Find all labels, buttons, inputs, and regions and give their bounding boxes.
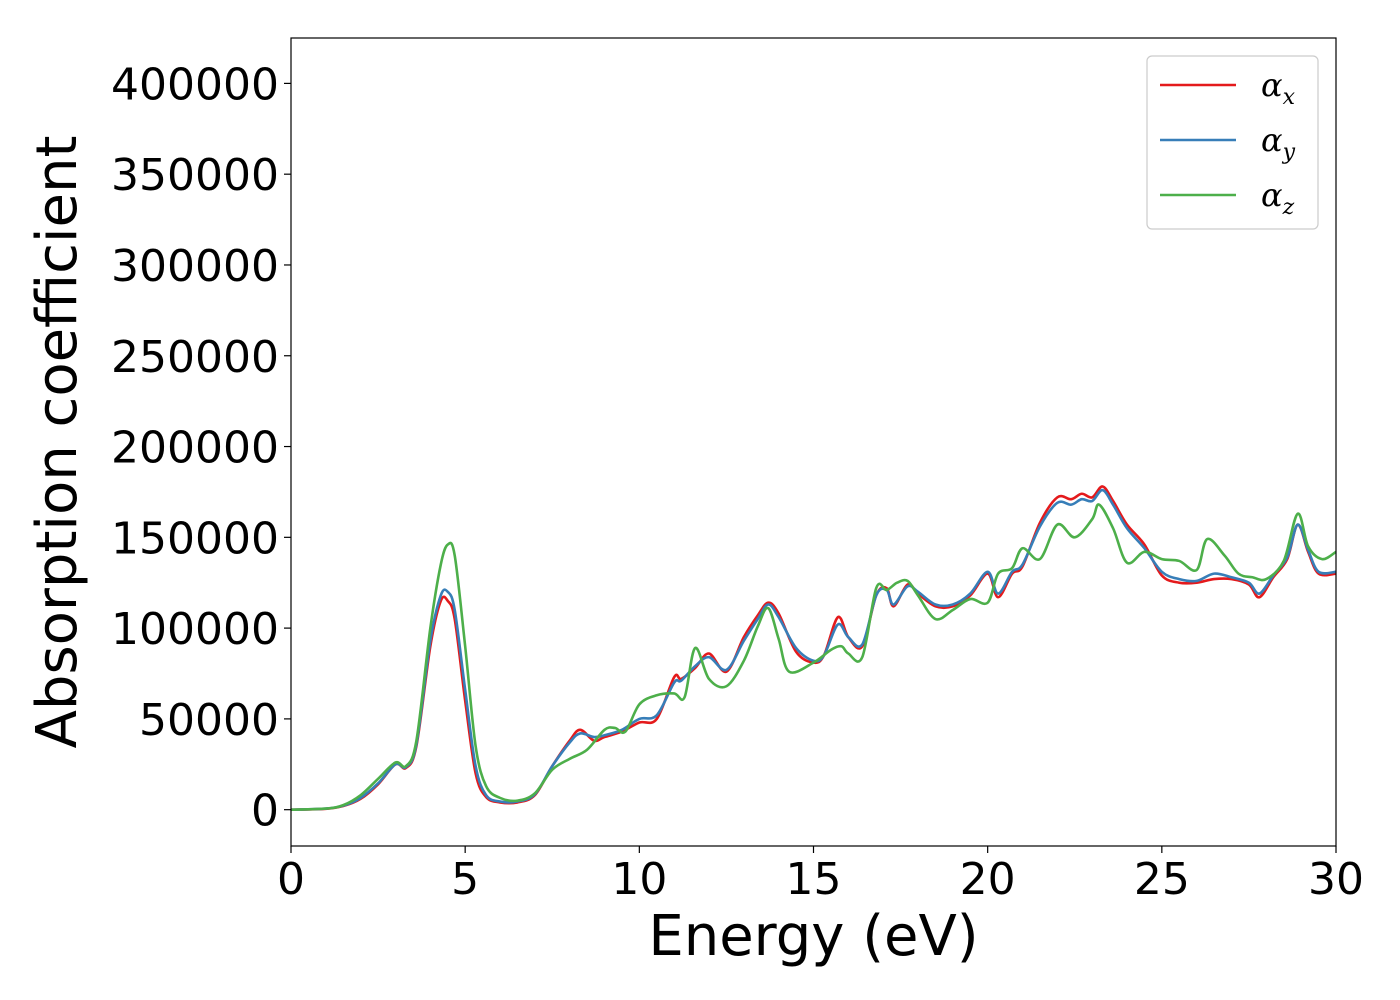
x-tick-label: 0 xyxy=(277,854,305,905)
x-axis-ticks: 0 5 10 15 20 25 30 xyxy=(277,846,1364,905)
x-tick-label: 20 xyxy=(960,854,1016,905)
legend-label-alpha-y: αy xyxy=(1261,121,1296,165)
y-axis-ticks: 0 50000 100000 150000 200000 250000 300000 3500… xyxy=(111,59,291,837)
legend-box xyxy=(1146,55,1319,230)
y-tick-label: 150000 xyxy=(111,513,279,564)
x-tick-label: 10 xyxy=(611,854,667,905)
x-tick-label: 25 xyxy=(1134,854,1190,905)
x-axis-label: Energy (eV) xyxy=(648,904,978,969)
y-tick-label: 400000 xyxy=(111,59,279,110)
series-line-alpha-x xyxy=(290,485,1337,811)
y-tick-label: 300000 xyxy=(111,241,279,292)
series-line-alpha-z xyxy=(290,503,1337,811)
y-tick-label: 0 xyxy=(251,786,279,837)
x-tick-label: 5 xyxy=(451,854,479,905)
y-tick-label: 200000 xyxy=(111,423,279,474)
y-axis-label: Absorption coefficient xyxy=(25,136,90,749)
y-tick-label: 100000 xyxy=(111,604,279,655)
legend-label-alpha-z: αz xyxy=(1261,176,1295,220)
x-tick-label: 30 xyxy=(1308,854,1364,905)
series-layer xyxy=(290,485,1337,811)
legend-label-alpha-x: αx xyxy=(1261,66,1296,110)
y-tick-label: 350000 xyxy=(111,150,279,201)
series-line-alpha-y xyxy=(290,488,1337,811)
y-tick-label: 50000 xyxy=(139,695,279,746)
legend: αx αy αz xyxy=(1146,55,1319,230)
y-tick-label: 250000 xyxy=(111,332,279,383)
x-tick-label: 15 xyxy=(786,854,842,905)
